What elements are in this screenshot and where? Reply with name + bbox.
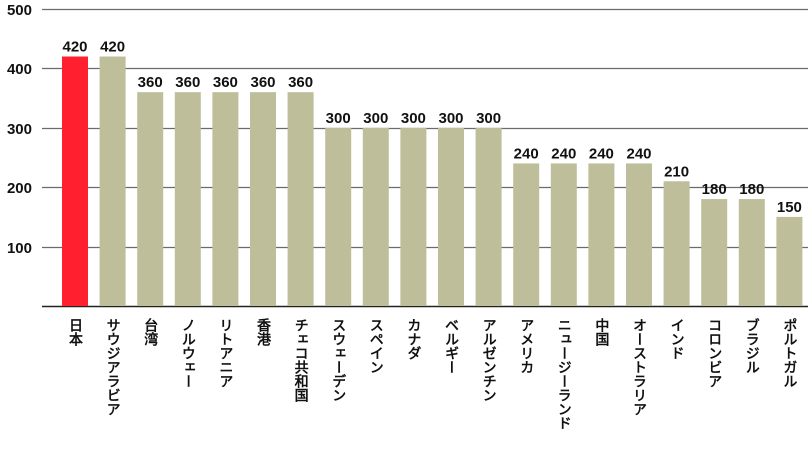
category-label: ブラジル xyxy=(744,317,760,374)
data-label: 210 xyxy=(664,163,689,180)
category-label: サウジアラビア xyxy=(105,318,121,416)
bar xyxy=(174,92,201,306)
category-label: カナダ xyxy=(405,318,421,360)
data-label: 240 xyxy=(514,145,539,162)
bar xyxy=(513,163,540,306)
bar xyxy=(663,181,690,306)
category-label: スペイン xyxy=(368,318,384,374)
data-label: 180 xyxy=(702,181,727,198)
bar xyxy=(475,127,502,306)
category-label: アメリカ xyxy=(518,318,534,374)
bar xyxy=(325,127,352,306)
data-label: 240 xyxy=(589,145,614,162)
data-label: 420 xyxy=(100,39,125,56)
data-label: 300 xyxy=(438,110,463,127)
data-label: 180 xyxy=(739,181,764,198)
bar xyxy=(99,56,126,306)
bar xyxy=(250,92,276,306)
bar xyxy=(588,163,615,306)
category-label: オーストラリア xyxy=(631,318,647,416)
category-label: 中国 xyxy=(593,317,609,347)
y-tick-label: 400 xyxy=(7,61,32,78)
data-label: 420 xyxy=(62,39,87,56)
data-label: 150 xyxy=(777,199,802,216)
category-label: 香港 xyxy=(255,317,272,347)
data-label: 300 xyxy=(476,110,501,127)
data-label: 240 xyxy=(626,145,651,162)
category-label: アルゼンチン xyxy=(481,318,497,402)
y-tick-label: 200 xyxy=(7,180,32,197)
category-label: リトアニア xyxy=(217,318,233,388)
data-label: 240 xyxy=(551,145,576,162)
category-labels: 日本 サウジアラビア 台湾 ノルウェー リトアニア 香港 チェコ共和国 スウェーデン スペイン カ… xyxy=(67,317,797,430)
data-label: 300 xyxy=(363,110,388,127)
data-label: 300 xyxy=(326,110,351,127)
bars xyxy=(62,56,803,306)
data-label: 360 xyxy=(288,74,313,91)
category-label: コロンビア xyxy=(706,318,722,388)
y-tick-label: 500 xyxy=(7,2,32,19)
bar xyxy=(362,127,389,306)
bar xyxy=(550,163,577,306)
bar xyxy=(62,56,88,306)
category-label: ポルトガル xyxy=(781,318,797,388)
bar xyxy=(400,127,427,306)
bar xyxy=(738,199,765,306)
category-label: ベルギー xyxy=(443,318,459,374)
bar xyxy=(438,127,464,306)
bar xyxy=(287,92,314,306)
category-label: スウェーデン xyxy=(330,318,346,402)
category-label: インド xyxy=(669,318,685,360)
data-labels: 420 420 360 360 360 360 360 300 300 300 300 300 240 2… xyxy=(62,39,801,216)
bar xyxy=(137,92,164,306)
bar xyxy=(701,199,728,306)
bar xyxy=(626,163,652,306)
data-label: 360 xyxy=(138,74,163,91)
category-label: 日本 xyxy=(67,318,83,347)
category-label: 台湾 xyxy=(142,317,158,347)
category-label: チェコ共和国 xyxy=(293,318,309,403)
bar xyxy=(212,92,239,306)
data-label: 360 xyxy=(250,74,275,91)
data-label: 360 xyxy=(213,74,238,91)
category-label: ノルウェー xyxy=(180,318,196,388)
y-tick-label: 300 xyxy=(7,121,32,138)
data-label: 300 xyxy=(401,110,426,127)
data-label: 360 xyxy=(175,74,200,91)
y-tick-label: 100 xyxy=(7,240,32,257)
y-axis-tick-labels: 100 200 300 400 500 xyxy=(7,2,32,257)
category-label: ニュージーランド xyxy=(556,318,572,430)
bar xyxy=(776,216,803,306)
